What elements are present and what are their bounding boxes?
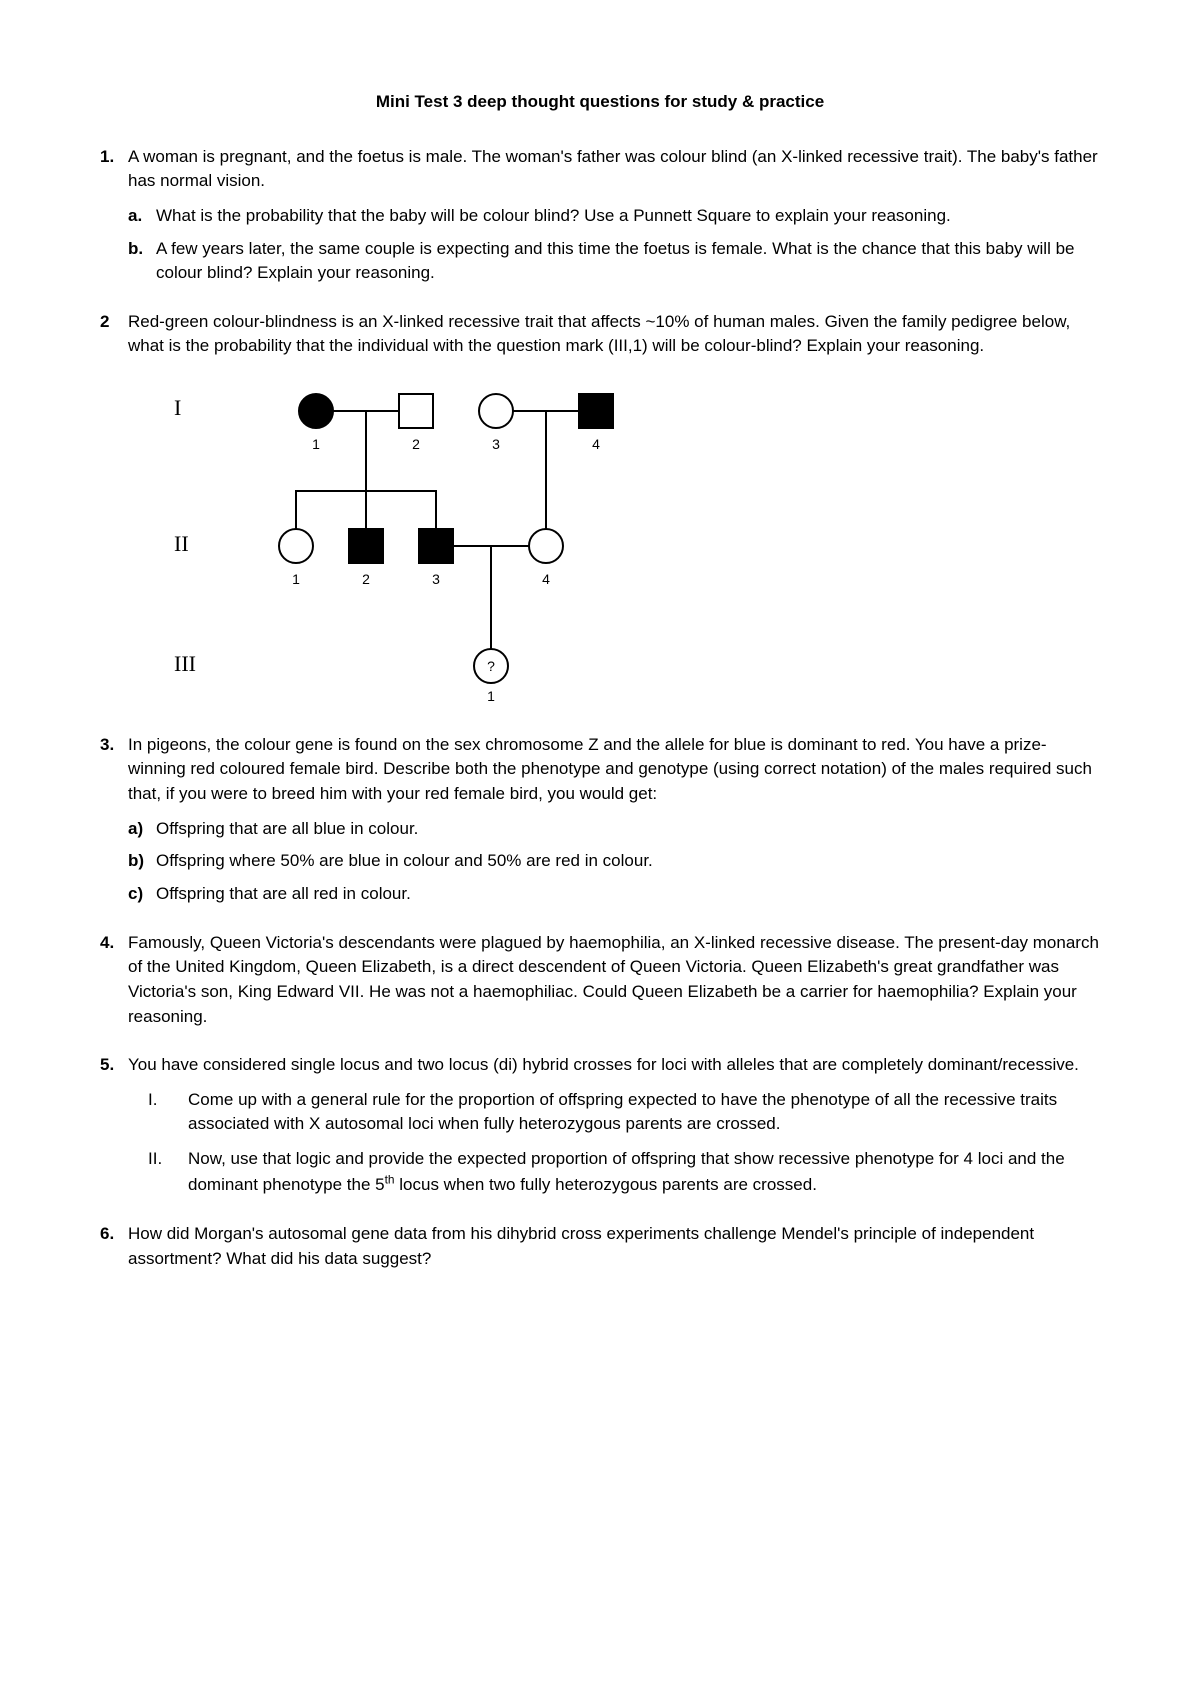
subq-text: Come up with a general rule for the prop… <box>188 1090 1057 1134</box>
subq-text: Now, use that logic and provide the expe… <box>188 1149 1065 1194</box>
q3-a: a) Offspring that are all blue in colour… <box>128 817 1100 842</box>
svg-text:1: 1 <box>487 688 495 701</box>
subq-marker: a) <box>128 817 143 842</box>
q3-b: b) Offspring where 50% are blue in colou… <box>128 849 1100 874</box>
pedigree-diagram: 12341234?1IIIIII <box>156 371 1100 709</box>
q5-ii: II. Now, use that logic and provide the … <box>148 1147 1100 1198</box>
q1-b: b. A few years later, the same couple is… <box>128 237 1100 286</box>
question-text: How did Morgan's autosomal gene data fro… <box>128 1224 1034 1268</box>
svg-text:III: III <box>174 651 196 676</box>
q3-subs: a) Offspring that are all blue in colour… <box>128 817 1100 907</box>
page: Mini Test 3 deep thought questions for s… <box>0 0 1200 1698</box>
pedigree-svg: 12341234?1IIIIII <box>156 371 716 701</box>
question-4: 4. Famously, Queen Victoria's descendant… <box>100 931 1100 1030</box>
question-text: A woman is pregnant, and the foetus is m… <box>128 147 1098 191</box>
question-number: 6. <box>100 1222 114 1247</box>
subq-text: Offspring that are all blue in colour. <box>156 819 418 838</box>
question-6: 6. How did Morgan's autosomal gene data … <box>100 1222 1100 1271</box>
question-5: 5. You have considered single locus and … <box>100 1053 1100 1198</box>
subq-text: What is the probability that the baby wi… <box>156 206 951 225</box>
svg-text:3: 3 <box>492 436 500 452</box>
question-number: 2 <box>100 310 109 335</box>
question-text: In pigeons, the colour gene is found on … <box>128 735 1092 803</box>
subq-marker: b) <box>128 849 144 874</box>
subq-marker: b. <box>128 237 143 262</box>
subq-text: Offspring where 50% are blue in colour a… <box>156 851 653 870</box>
q5-subs: I. Come up with a general rule for the p… <box>148 1088 1100 1198</box>
question-number: 5. <box>100 1053 114 1078</box>
svg-text:2: 2 <box>412 436 420 452</box>
svg-text:2: 2 <box>362 571 370 587</box>
svg-text:3: 3 <box>432 571 440 587</box>
subq-text: A few years later, the same couple is ex… <box>156 239 1074 283</box>
svg-text:?: ? <box>487 658 495 674</box>
subq-marker: a. <box>128 204 142 229</box>
subq-text: Offspring that are all red in colour. <box>156 884 411 903</box>
q1-subs: a. What is the probability that the baby… <box>128 204 1100 286</box>
question-list: 1. A woman is pregnant, and the foetus i… <box>100 145 1100 1272</box>
subq-marker: II. <box>148 1147 162 1172</box>
question-3: 3. In pigeons, the colour gene is found … <box>100 733 1100 907</box>
q1-a: a. What is the probability that the baby… <box>128 204 1100 229</box>
question-1: 1. A woman is pregnant, and the foetus i… <box>100 145 1100 286</box>
question-2: 2 Red-green colour-blindness is an X-lin… <box>100 310 1100 709</box>
question-number: 3. <box>100 733 114 758</box>
subq-marker: c) <box>128 882 143 907</box>
q5-i: I. Come up with a general rule for the p… <box>148 1088 1100 1137</box>
svg-text:II: II <box>174 531 189 556</box>
svg-text:1: 1 <box>312 436 320 452</box>
svg-text:4: 4 <box>592 436 600 452</box>
question-text: You have considered single locus and two… <box>128 1055 1079 1074</box>
question-text: Famously, Queen Victoria's descendants w… <box>128 933 1099 1026</box>
svg-text:I: I <box>174 395 181 420</box>
svg-text:1: 1 <box>292 571 300 587</box>
q3-c: c) Offspring that are all red in colour. <box>128 882 1100 907</box>
question-text: Red-green colour-blindness is an X-linke… <box>128 312 1070 356</box>
question-number: 4. <box>100 931 114 956</box>
svg-text:4: 4 <box>542 571 550 587</box>
question-number: 1. <box>100 145 114 170</box>
subq-marker: I. <box>148 1088 157 1113</box>
page-title: Mini Test 3 deep thought questions for s… <box>100 90 1100 115</box>
